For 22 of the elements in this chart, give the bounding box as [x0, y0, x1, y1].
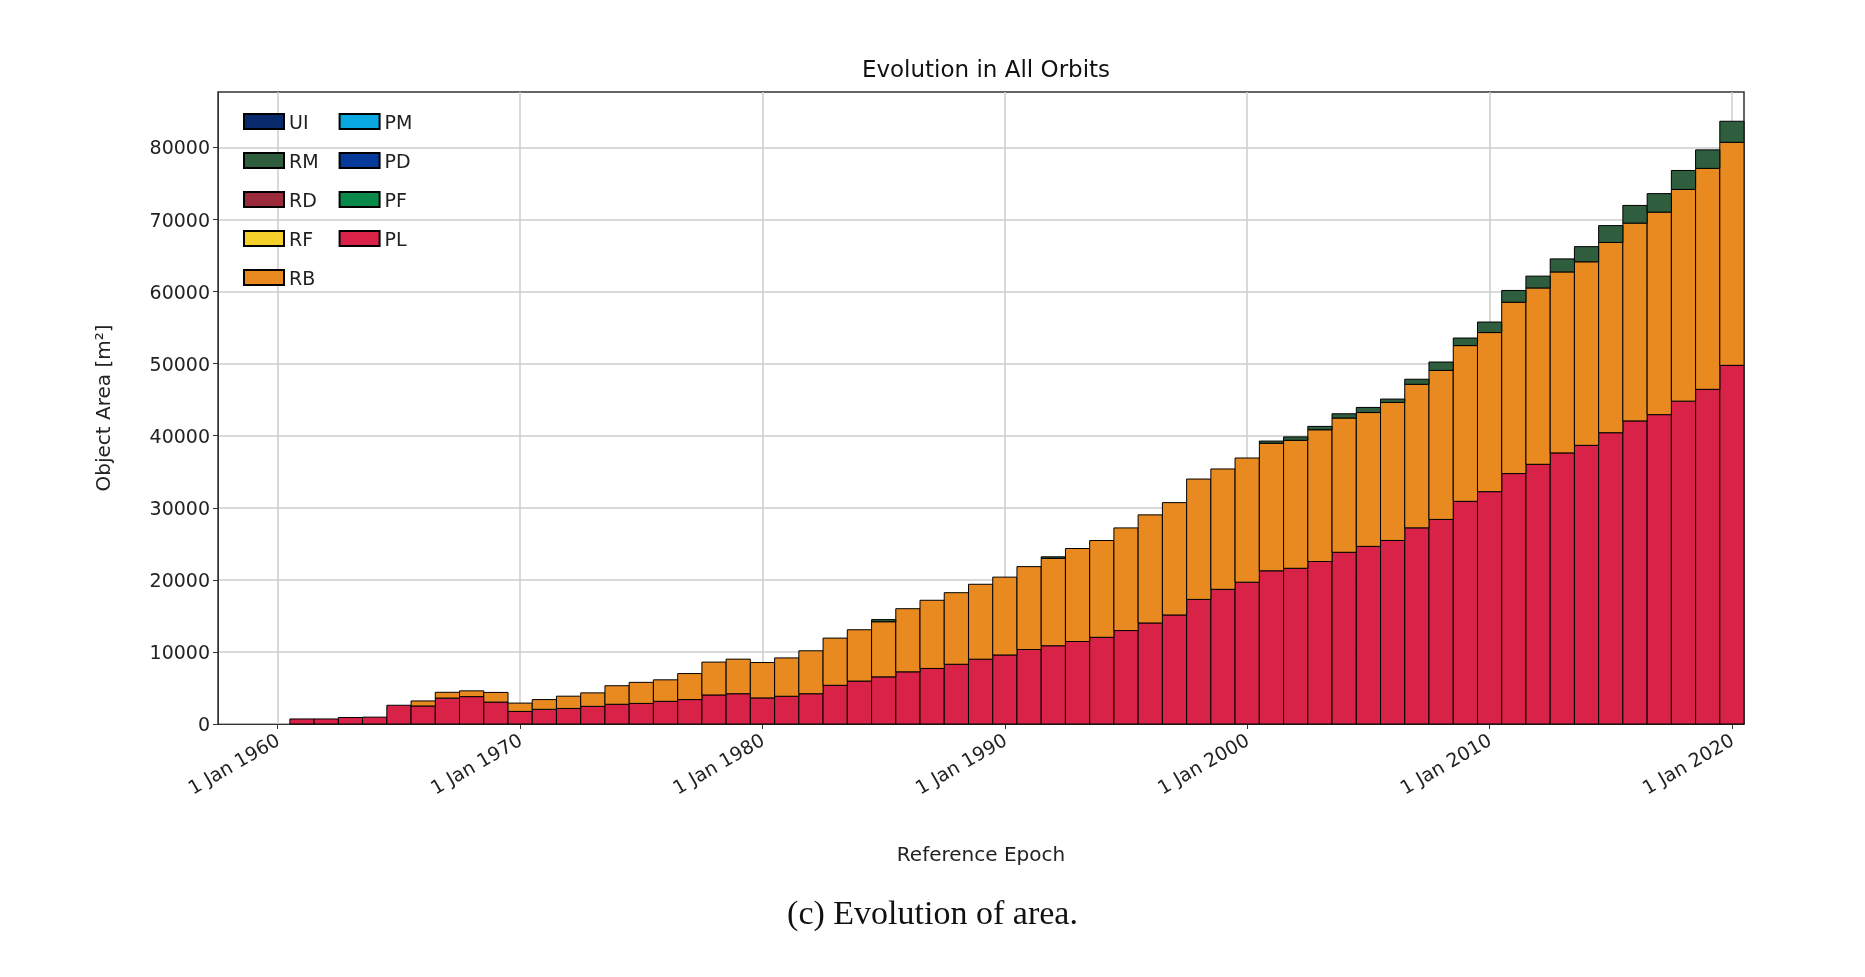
x-axis-title: Reference Epoch [896, 842, 1066, 866]
legend-label: RB [289, 266, 316, 289]
y-tick-label: 30000 [149, 496, 210, 519]
y-tick-label: 80000 [149, 136, 210, 159]
legend-label: RD [289, 188, 317, 211]
legend-label: RF [289, 227, 314, 250]
legend-label: PL [384, 227, 408, 250]
text: (c) Evolution of area. [787, 893, 1078, 932]
y-tick-label: 0 [197, 713, 210, 735]
y-axis-title: Object Area [m²] [91, 324, 115, 492]
legend-label: RM [289, 149, 319, 172]
y-tick-label: 20000 [149, 568, 210, 591]
chart-title: Evolution in All Orbits [861, 55, 1111, 82]
legend-label: PF [384, 188, 407, 211]
y-tick-label: 50000 [149, 352, 210, 375]
y-tick-label: 40000 [149, 424, 210, 447]
y-tick-label: 10000 [149, 640, 210, 663]
y-tick-label: 70000 [149, 208, 210, 231]
legend-label: UI [289, 110, 309, 133]
legend-label: PD [384, 149, 411, 172]
legend-label: PM [384, 110, 413, 133]
y-tick-label: 60000 [149, 280, 210, 303]
